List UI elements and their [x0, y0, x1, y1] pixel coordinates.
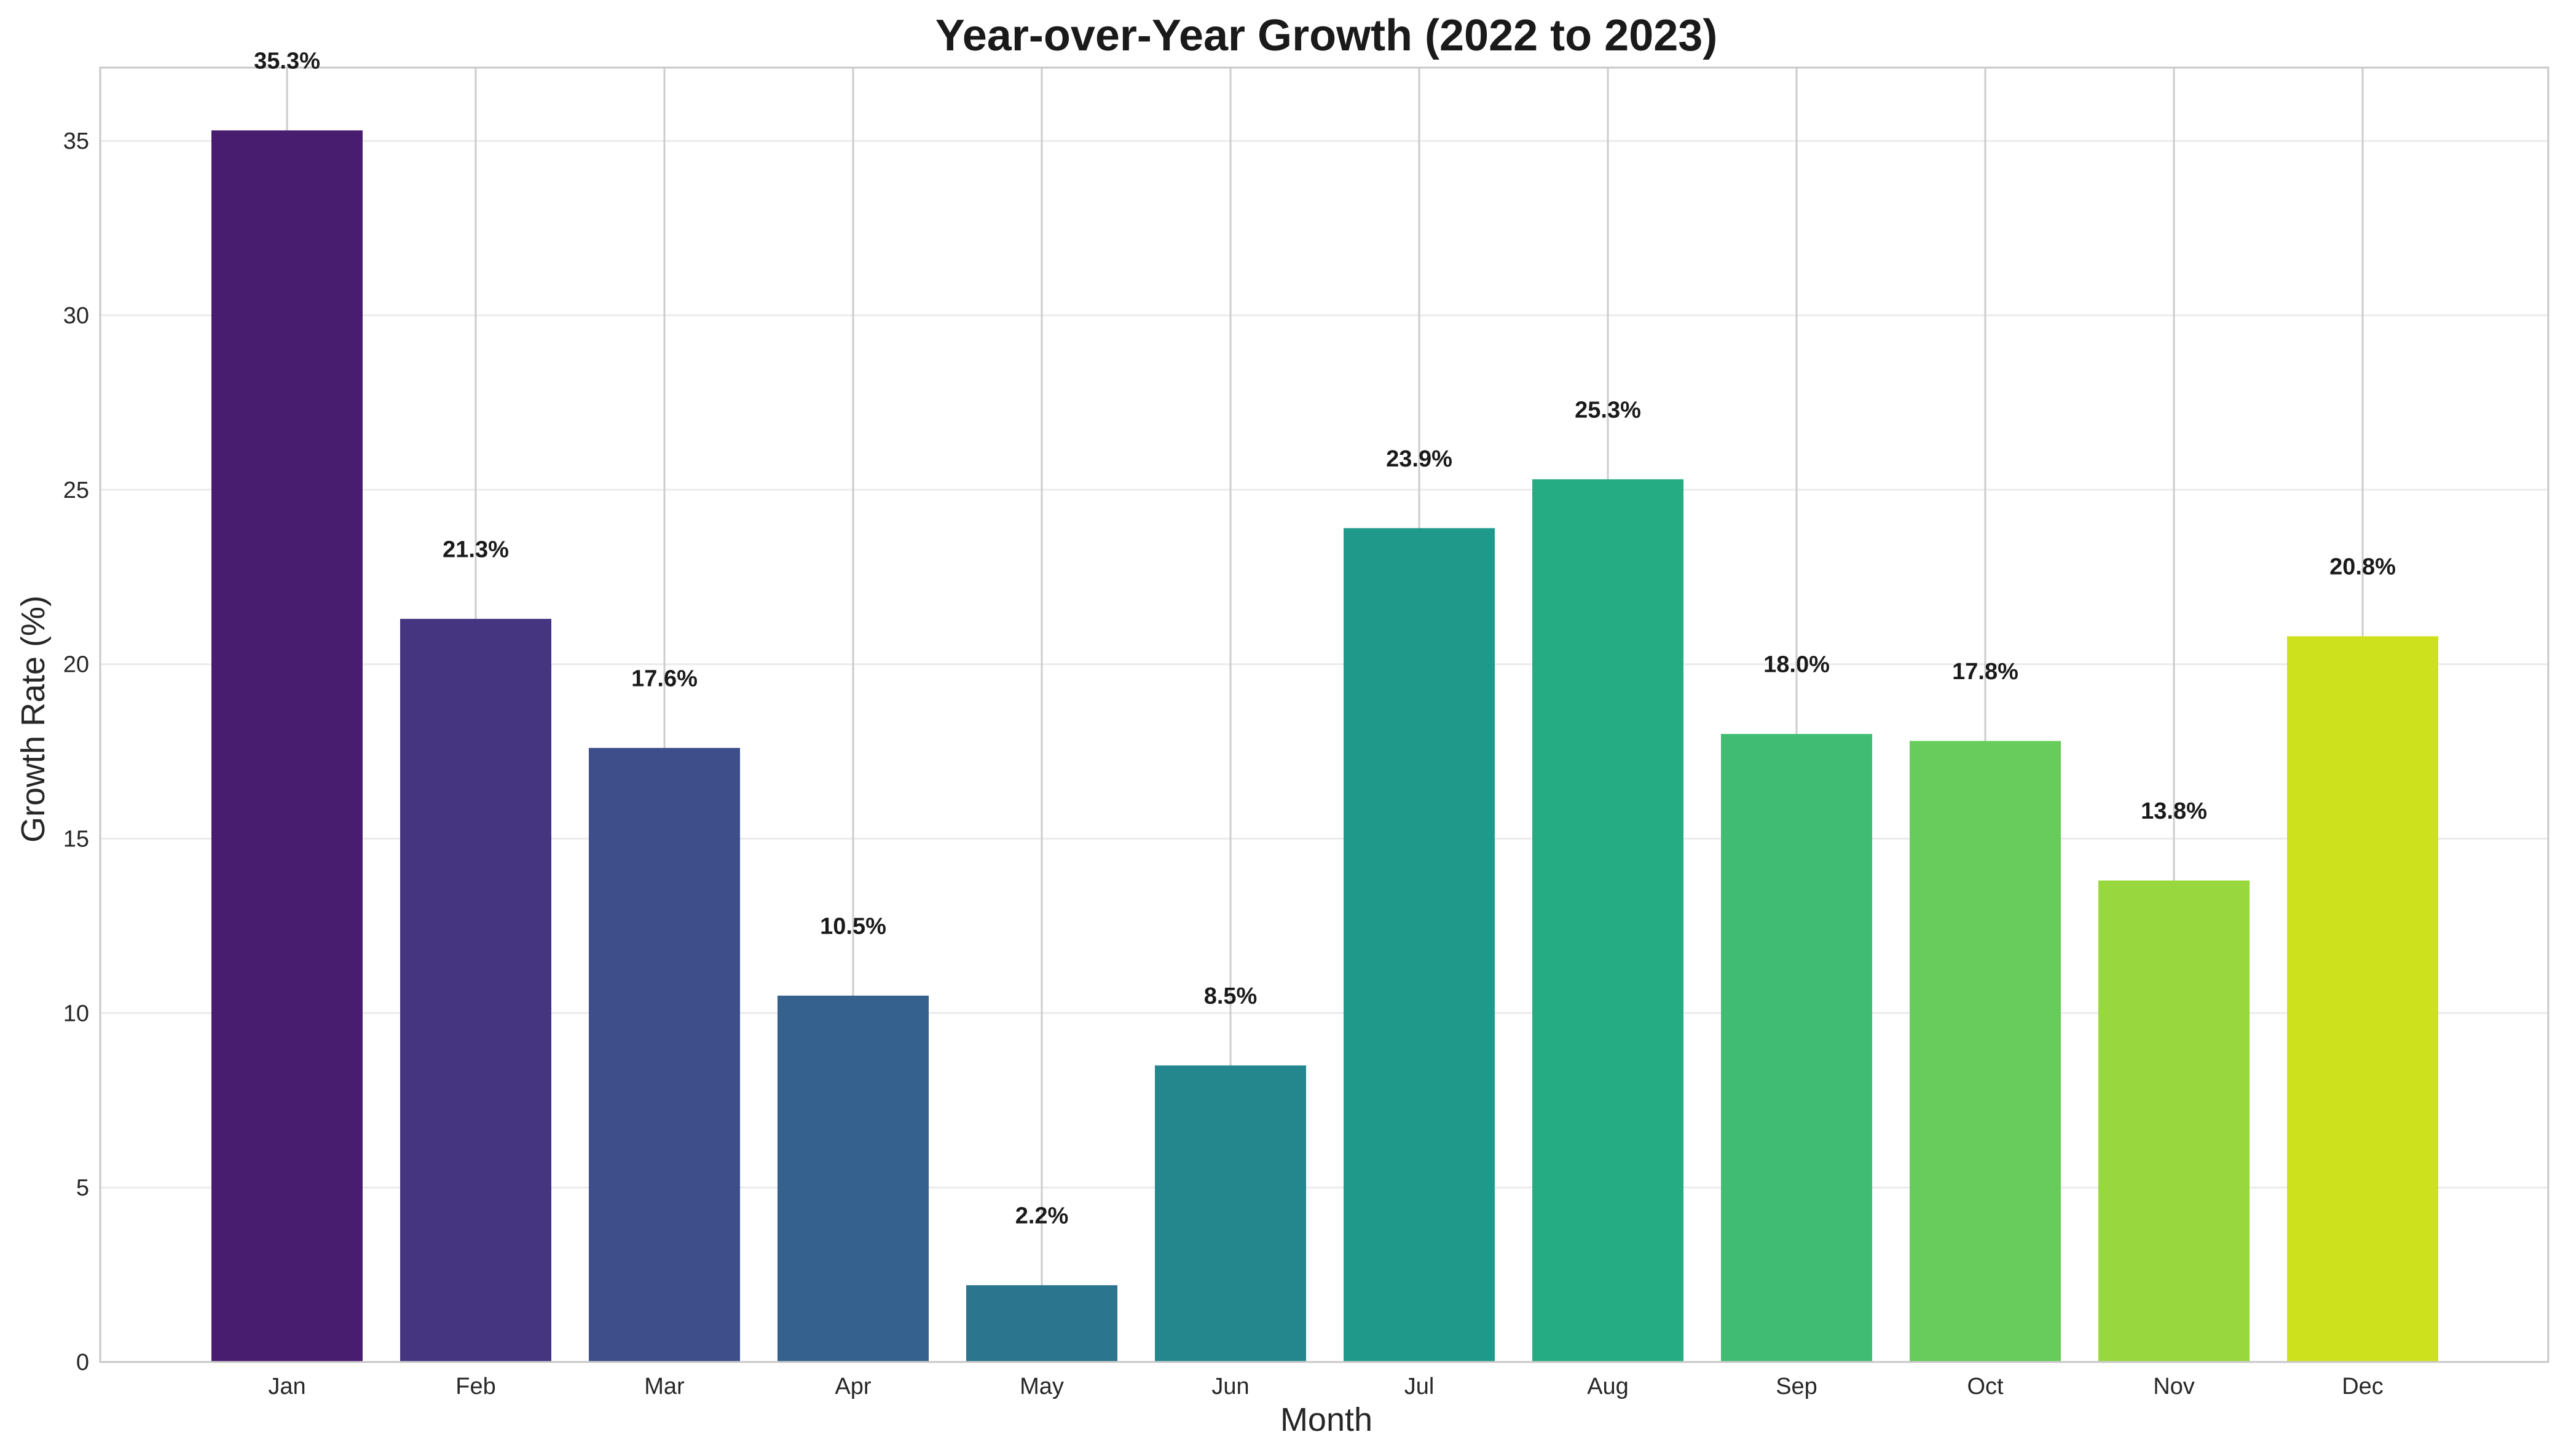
x-tick-label: Apr [835, 1374, 871, 1399]
data-label: 25.3% [1575, 397, 1641, 423]
bar-apr [778, 995, 929, 1362]
y-tick-label: 20 [63, 652, 89, 678]
bar-sep [1721, 734, 1872, 1362]
data-labels: 35.3% 21.3% 17.6% 10.5% 2.2% 8.5% 23.9% 25.3% 18… [254, 49, 2396, 1229]
data-label: 23.9% [1386, 446, 1452, 472]
bar-jul [1344, 528, 1495, 1362]
data-label: 2.2% [1015, 1203, 1069, 1229]
plot-frame [99, 66, 2549, 1363]
x-tick-label: Dec [2342, 1374, 2384, 1399]
bar-dec [2287, 636, 2438, 1362]
x-tick-label: Mar [644, 1374, 685, 1399]
bar-mar [589, 747, 740, 1362]
data-label: 13.8% [2141, 798, 2207, 824]
bar-nov [2098, 880, 2250, 1362]
y-tick-label: 15 [63, 827, 89, 852]
x-tick-label: Jul [1404, 1374, 1435, 1399]
x-tick-label: May [1020, 1374, 1064, 1399]
x-axis-label: Month [1280, 1401, 1372, 1438]
y-tick-label: 10 [63, 1001, 89, 1026]
x-tick-label: Nov [2153, 1374, 2195, 1399]
y-axis-label: Growth Rate (%) [15, 596, 52, 843]
bars [211, 130, 2438, 1363]
data-label: 20.8% [2329, 554, 2396, 580]
x-tick-label: Oct [1967, 1374, 2004, 1399]
bar-may [966, 1285, 1117, 1362]
bar-oct [1910, 741, 2061, 1362]
x-tick-label: Aug [1587, 1374, 1629, 1399]
data-label: 17.8% [1952, 659, 2018, 685]
x-tick-label: Feb [455, 1374, 495, 1399]
data-label: 35.3% [254, 49, 320, 74]
bar-jun [1155, 1065, 1306, 1362]
data-label: 17.6% [631, 666, 698, 691]
bar-aug [1532, 479, 1683, 1362]
y-tick-label: 5 [76, 1175, 89, 1201]
x-axis-ticks: Jan Feb Mar Apr May Jun Jul Aug Sep Oct Nov Dec [268, 1374, 2383, 1399]
bar-feb [400, 618, 551, 1362]
data-label: 10.5% [820, 913, 886, 939]
data-label: 21.3% [443, 537, 509, 562]
chart-title: Year-over-Year Growth (2022 to 2023) [935, 11, 1718, 60]
x-tick-label: Sep [1776, 1374, 1817, 1399]
x-tick-label: Jan [268, 1374, 305, 1399]
x-tick-label: Jun [1211, 1374, 1249, 1399]
y-tick-label: 25 [63, 478, 89, 503]
data-label: 8.5% [1204, 983, 1258, 1009]
data-label: 18.0% [1763, 652, 1830, 678]
y-tick-label: 30 [63, 303, 89, 329]
bar-jan [211, 130, 363, 1363]
y-tick-label: 0 [76, 1350, 89, 1375]
y-axis-ticks: 0 5 10 15 20 25 30 35 [63, 128, 89, 1375]
y-tick-label: 35 [63, 128, 89, 154]
